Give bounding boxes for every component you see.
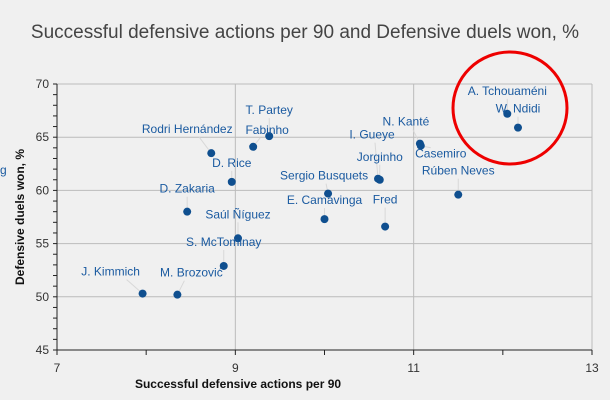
y-tick-label: 45	[36, 343, 50, 357]
y-tick-label: 55	[36, 237, 50, 251]
point-label: Casemiro	[415, 147, 467, 161]
y-tick-label: 60	[36, 183, 50, 197]
grid	[57, 83, 593, 350]
point-label: D. Zakaria	[160, 182, 216, 196]
highlight-circle	[451, 50, 569, 166]
y-axis-label: Defensive duels won, %	[13, 149, 27, 285]
chart-title: Successful defensive actions per 90 and …	[31, 22, 579, 43]
data-point	[227, 177, 236, 186]
point-labels: A. Tchouaméni W. Ndidi N. Kanté Casemiro Rúb…	[81, 84, 547, 280]
data-point	[320, 215, 329, 224]
x-tick-label: 9	[232, 361, 239, 375]
point-label: N. Kanté	[383, 115, 430, 129]
x-tick-label: 11	[407, 361, 420, 375]
data-point	[454, 190, 463, 199]
data-point	[503, 109, 512, 118]
point-label: Sergio Busquets	[280, 169, 368, 183]
data-point	[173, 290, 182, 299]
point-label: Jorginho	[357, 150, 403, 164]
data-point	[513, 123, 522, 132]
data-point	[234, 234, 243, 243]
point-label: E. Camavinga	[287, 193, 363, 207]
point-label: A. Tchouaméni	[468, 84, 547, 98]
leader-line	[374, 142, 379, 179]
point-label: W. Ndidi	[496, 102, 541, 116]
data-point	[416, 141, 425, 150]
truncated-label: g	[0, 163, 7, 177]
points	[138, 109, 522, 299]
point-label: Fabinho	[245, 123, 289, 137]
data-point	[249, 142, 258, 151]
point-label: S. McTominay	[186, 235, 261, 249]
data-point	[183, 207, 192, 216]
axes: 45 50 55 60 65 70 7 9 11 13	[36, 77, 599, 375]
y-tick-label: 50	[36, 290, 50, 304]
point-label: M. Brozović	[160, 266, 223, 280]
data-point	[219, 261, 228, 270]
data-point	[375, 175, 384, 184]
point-label: D. Rice	[212, 156, 252, 170]
x-axis-label: Successful defensive actions per 90	[135, 377, 341, 391]
point-label: T. Partey	[246, 103, 293, 117]
x-tick-label: 13	[585, 361, 599, 375]
point-label: Fred	[373, 193, 398, 207]
y-tick-label: 65	[36, 130, 50, 144]
point-label: I. Gueye	[349, 128, 395, 142]
x-tick-label: 7	[54, 361, 61, 375]
point-label: Saúl Ñíguez	[205, 207, 270, 221]
point-label: Rúben Neves	[422, 164, 495, 178]
data-point	[381, 222, 390, 231]
data-point	[265, 132, 274, 141]
data-point	[138, 289, 147, 298]
y-tick-label: 70	[36, 77, 50, 91]
point-label: J. Kimmich	[81, 265, 140, 279]
data-point	[207, 149, 216, 158]
data-point	[324, 189, 333, 198]
point-label: Rodri Hernández	[142, 122, 233, 136]
